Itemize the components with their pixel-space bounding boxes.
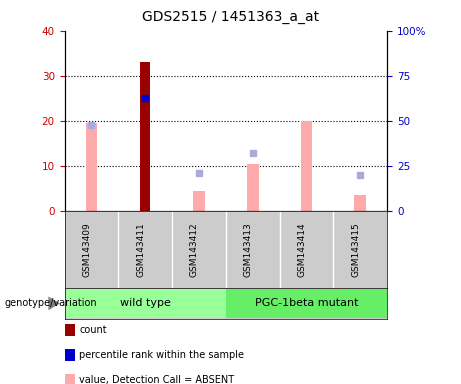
Text: percentile rank within the sample: percentile rank within the sample: [79, 350, 244, 360]
Text: GSM143414: GSM143414: [297, 222, 307, 277]
Bar: [247, 164, 259, 211]
Text: GSM143415: GSM143415: [351, 222, 361, 277]
Text: GSM143409: GSM143409: [83, 222, 91, 277]
Bar: [355, 195, 366, 211]
Text: PGC-1beta mutant: PGC-1beta mutant: [255, 298, 358, 308]
Polygon shape: [48, 296, 60, 310]
Text: GSM143412: GSM143412: [190, 222, 199, 277]
Bar: [86, 123, 97, 211]
Bar: [193, 191, 205, 211]
Text: wild type: wild type: [120, 298, 171, 308]
Bar: [301, 121, 313, 211]
Text: GDS2515 / 1451363_a_at: GDS2515 / 1451363_a_at: [142, 10, 319, 23]
Text: count: count: [79, 325, 107, 335]
Text: GSM143413: GSM143413: [244, 222, 253, 277]
Bar: [65, 289, 226, 318]
Text: GSM143411: GSM143411: [136, 222, 145, 277]
Bar: [140, 62, 150, 211]
Text: genotype/variation: genotype/variation: [5, 298, 97, 308]
Text: value, Detection Call = ABSENT: value, Detection Call = ABSENT: [79, 375, 234, 384]
Bar: [226, 289, 387, 318]
